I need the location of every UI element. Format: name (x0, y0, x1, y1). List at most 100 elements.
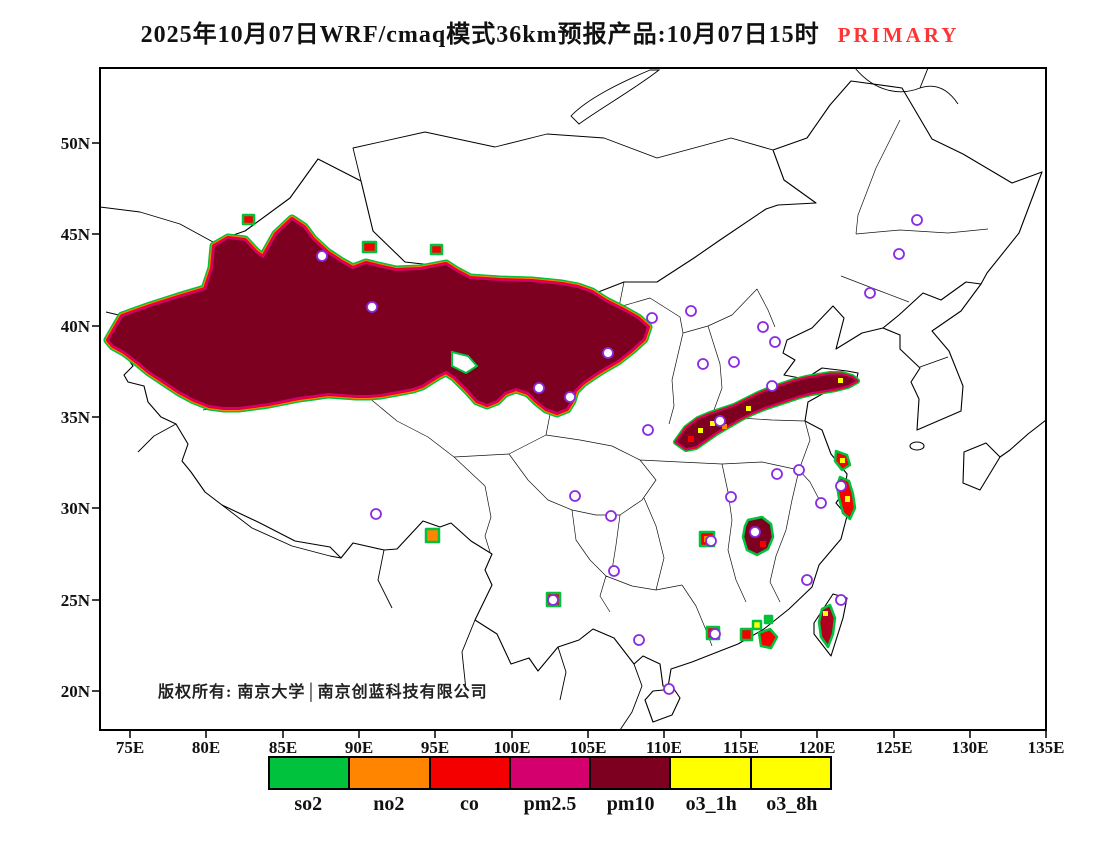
hainan-island (644, 688, 681, 723)
legend-cell-o38h (749, 758, 830, 788)
south-asia-borders (105, 311, 393, 609)
station-marker (835, 480, 847, 492)
legend-strip (268, 756, 832, 790)
y-tick-label: 30N (61, 499, 91, 518)
o3-pixel (710, 421, 715, 426)
station-marker (769, 336, 781, 348)
x-tick-label: 110E (646, 738, 682, 757)
page-title: 2025年10月07日WRF/cmaq模式36km预报产品:10月07日15时 … (0, 14, 1100, 49)
qaidam-notch (451, 350, 479, 375)
map-geography (101, 69, 1045, 729)
title-main: 2025年10月07日WRF/cmaq模式36km预报产品:10月07日15时 (140, 22, 820, 48)
x-tick-label: 95E (421, 738, 449, 757)
mongolia-russia-border (352, 131, 774, 182)
legend-cell-no2 (348, 758, 429, 788)
station-marker (685, 305, 697, 317)
legend-cell-pm10 (589, 758, 670, 788)
amur-river-line (855, 69, 959, 105)
legend-label-o38h: o3_8h (766, 793, 818, 815)
x-tick-label: 105E (570, 738, 607, 757)
co-pixel (688, 436, 694, 442)
jeju-island (909, 441, 925, 451)
korea-coastline (882, 283, 982, 431)
station-marker (533, 382, 545, 394)
x-tick-label: 100E (494, 738, 531, 757)
pm10-region-northwest (107, 218, 649, 414)
station-marker (766, 380, 778, 392)
pollution-overlays (107, 213, 857, 650)
y-tick-label: 35N (61, 408, 91, 427)
o3-pixel (845, 496, 850, 502)
station-marker (697, 358, 709, 370)
x-tick-label: 130E (952, 738, 989, 757)
x-tick-label: 90E (345, 738, 373, 757)
china-outline (108, 80, 1043, 688)
patch-shantou (757, 627, 779, 650)
o3-pixel (823, 611, 828, 616)
station-marker (705, 535, 717, 547)
o3-pixel (840, 458, 845, 463)
station-marker (725, 491, 737, 503)
y-tick-label: 25N (61, 591, 91, 610)
station-marker (815, 497, 827, 509)
taiwan-island (813, 593, 848, 657)
patch-guangdong-coast (751, 619, 763, 631)
legend-cell-co (428, 758, 509, 788)
x-tick-label: 75E (116, 738, 144, 757)
station-marker (642, 424, 654, 436)
legend: so2 no2 co pm2.5 pm10 o3_1h o3_8h (268, 756, 832, 816)
x-tick-label: 125E (876, 738, 913, 757)
kazakh-border-line (101, 206, 214, 243)
x-axis-ticks (129, 730, 1047, 738)
o3-pixel (698, 428, 703, 433)
legend-label-pm25: pm2.5 (523, 793, 577, 815)
x-tick-label: 115E (723, 738, 759, 757)
korea-dmz-line (919, 356, 949, 368)
station-marker (771, 468, 783, 480)
plot-frame (99, 67, 1047, 731)
patch-guangdong-coast (739, 627, 754, 642)
legend-label-so2: so2 (294, 793, 323, 815)
station-marker (801, 574, 813, 586)
station-marker (714, 415, 726, 427)
station-marker (602, 347, 614, 359)
legend-cell-o31h (669, 758, 750, 788)
legend-labels: so2 no2 co pm2.5 pm10 o3_1h o3_8h (268, 793, 832, 816)
y-axis-ticks (92, 142, 100, 692)
o3-pixel (746, 406, 751, 411)
station-marker (757, 321, 769, 333)
station-marker (608, 565, 620, 577)
y-tick-label: 50N (61, 134, 91, 153)
y-tick-label: 45N (61, 225, 91, 244)
patch-fujian-coast (763, 614, 774, 625)
x-tick-label: 120E (799, 738, 836, 757)
x-tick-label: 80E (192, 738, 220, 757)
station-marker (564, 391, 576, 403)
patch-north-spot (361, 240, 378, 254)
legend-cell-pm25 (508, 758, 590, 788)
no2-pixel (722, 424, 727, 429)
station-marker (316, 250, 328, 262)
patch-border-spot (241, 213, 256, 226)
station-marker (646, 312, 658, 324)
station-marker (569, 490, 581, 502)
x-tick-label: 135E (1028, 738, 1065, 757)
legend-label-o31h: o3_1h (685, 793, 737, 815)
station-marker (749, 526, 761, 538)
station-marker (709, 628, 721, 640)
station-marker (663, 683, 675, 695)
station-marker (911, 214, 923, 226)
legend-label-pm10: pm10 (606, 793, 655, 815)
x-tick-label: 85E (269, 738, 297, 757)
station-marker (864, 287, 876, 299)
station-marker (633, 634, 645, 646)
y-tick-label: 20N (61, 682, 91, 701)
o3-pixel (838, 378, 843, 383)
indochina-borders (461, 619, 643, 729)
copyright-text: 版权所有: 南京大学│南京创蓝科技有限公司 (158, 684, 488, 701)
station-marker (835, 594, 847, 606)
station-marker (370, 508, 382, 520)
station-marker (547, 594, 559, 606)
